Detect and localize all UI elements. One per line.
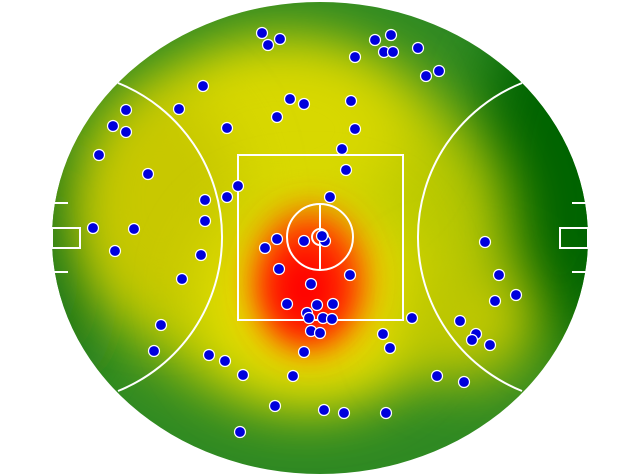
point <box>231 179 245 193</box>
point <box>154 318 168 332</box>
point <box>286 369 300 383</box>
point <box>220 190 234 204</box>
point <box>376 327 390 341</box>
point <box>198 214 212 228</box>
point <box>310 298 324 312</box>
point <box>147 344 161 358</box>
point <box>419 69 433 83</box>
point <box>141 167 155 181</box>
point <box>255 26 269 40</box>
point <box>432 64 446 78</box>
point <box>261 38 275 52</box>
point <box>315 229 329 243</box>
point <box>302 311 316 325</box>
point <box>194 248 208 262</box>
point <box>283 92 297 106</box>
point <box>478 235 492 249</box>
point <box>386 45 400 59</box>
point <box>430 369 444 383</box>
point <box>411 41 425 55</box>
point <box>106 119 120 133</box>
point <box>273 32 287 46</box>
point <box>465 333 479 347</box>
point <box>172 102 186 116</box>
point <box>270 110 284 124</box>
point <box>297 234 311 248</box>
point <box>348 50 362 64</box>
point <box>335 142 349 156</box>
point <box>348 122 362 136</box>
point <box>326 297 340 311</box>
point <box>492 268 506 282</box>
point <box>343 268 357 282</box>
point <box>297 97 311 111</box>
point <box>202 348 216 362</box>
point <box>344 94 358 108</box>
point <box>86 221 100 235</box>
point <box>270 232 284 246</box>
point <box>220 121 234 135</box>
point <box>218 354 232 368</box>
point <box>323 190 337 204</box>
field-lines <box>51 82 589 392</box>
points <box>86 26 523 439</box>
point <box>175 272 189 286</box>
point <box>509 288 523 302</box>
point <box>233 425 247 439</box>
point <box>268 399 282 413</box>
point <box>258 241 272 255</box>
point <box>297 345 311 359</box>
point <box>488 294 502 308</box>
point <box>108 244 122 258</box>
point <box>368 33 382 47</box>
point <box>236 368 250 382</box>
point <box>196 79 210 93</box>
point <box>325 312 339 326</box>
point <box>304 277 318 291</box>
point <box>119 103 133 117</box>
point <box>119 125 133 139</box>
point <box>384 28 398 42</box>
point <box>127 222 141 236</box>
point <box>405 311 419 325</box>
point <box>453 314 467 328</box>
point <box>198 193 212 207</box>
point <box>337 406 351 420</box>
point <box>313 326 327 340</box>
point <box>379 406 393 420</box>
point <box>280 297 294 311</box>
point <box>272 262 286 276</box>
point <box>383 341 397 355</box>
point <box>339 163 353 177</box>
point <box>483 338 497 352</box>
point <box>317 403 331 417</box>
point <box>92 148 106 162</box>
point <box>457 375 471 389</box>
